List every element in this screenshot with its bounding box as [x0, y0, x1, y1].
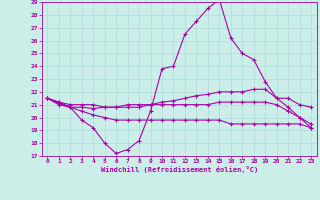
- X-axis label: Windchill (Refroidissement éolien,°C): Windchill (Refroidissement éolien,°C): [100, 166, 258, 173]
